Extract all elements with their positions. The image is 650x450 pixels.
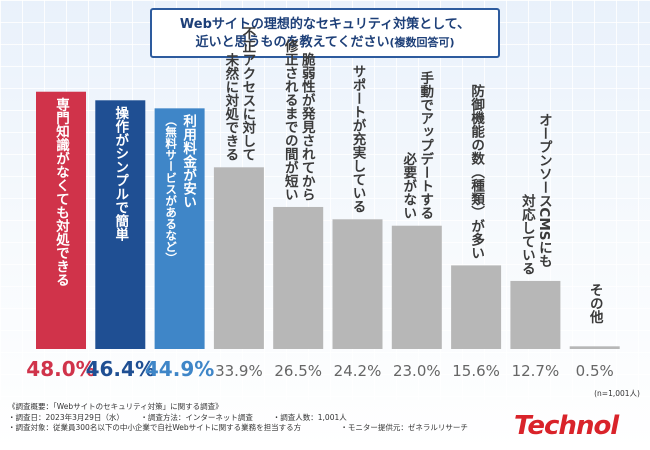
bar-7-value: 23.0% xyxy=(393,362,441,380)
chart-title-line1: Webサイトの理想的なセキュリティ対策として、 xyxy=(179,17,471,32)
bar-9 xyxy=(510,280,561,349)
bar-10-value: 0.5% xyxy=(576,362,614,380)
bar-1-label: 専門知識がなくても対処できる xyxy=(53,97,71,287)
bar-10-label: その他 xyxy=(587,283,605,325)
bar-1-value: 48.0% xyxy=(26,357,95,381)
sample-size-note: (n=1,001人) xyxy=(594,389,640,398)
footer-survey-date: ・調査日：2023年3月29日（水） xyxy=(8,412,124,422)
footer-survey-method: ・調査方法：インターネット調査 xyxy=(140,412,253,422)
chart-title-sub: (複数回答可) xyxy=(389,36,455,49)
bar-8-value: 15.6% xyxy=(452,362,500,380)
bar-5-label-line1: 脆弱性が発見されてから xyxy=(299,51,317,201)
bar-5 xyxy=(273,206,324,349)
bar-2-value: 46.4% xyxy=(86,357,155,381)
bar-9-value: 12.7% xyxy=(512,362,560,380)
bar-4-label-line1: 不正アクセスに対して xyxy=(239,26,257,162)
chart-title-main: 近いと思うものを教えてください xyxy=(195,35,390,50)
bar-3 xyxy=(154,108,205,349)
bar-4-value: 33.9% xyxy=(215,362,263,380)
footer-survey-count: ・調査人数：1,001人 xyxy=(272,412,347,422)
bar-2 xyxy=(95,100,146,350)
footer-heading: 《調査概要：「Webサイトのセキュリティ対策」に関する調査》 xyxy=(8,402,223,411)
bar-6-value: 24.2% xyxy=(334,362,382,380)
footer-survey-target: ・調査対象：従業員300名以下の中小企業で自社Webサイトに関する業務を担当する… xyxy=(8,423,302,432)
chart-title-line2: 近いと思うものを教えてください(複数回答可) xyxy=(152,34,498,52)
bar-5-value: 26.5% xyxy=(274,362,322,380)
bar-3-value: 44.9% xyxy=(145,357,214,381)
footer-row-2: ・調査日：2023年3月29日（水） ・調査方法：インターネット調査 ・調査人数… xyxy=(8,413,508,424)
bar-4-label-line2: 未然に対処できる xyxy=(222,52,240,162)
bar-4 xyxy=(213,167,264,349)
bar-8 xyxy=(451,265,502,349)
footer-row-3: ・調査対象：従業員300名以下の中小企業で自社Webサイトに関する業務を担当する… xyxy=(8,423,508,434)
bar-5-label-line2: 修正されるまでの間が短い xyxy=(282,38,300,201)
bar-10 xyxy=(569,346,620,349)
bar-1 xyxy=(36,91,86,349)
bar-chart: 専門知識がなくても対処できる 48.0% 操作がシンプルで簡単 46.4% 利用料金が安… xyxy=(26,26,620,381)
bar-6-label: サポートが充実している xyxy=(350,65,367,214)
survey-footer: 《調査概要：「Webサイトのセキュリティ対策」に関する調査》 ・調査日：2023… xyxy=(8,402,508,434)
bar-6 xyxy=(332,219,383,349)
bar-7-label-line2: 必要がない xyxy=(400,151,418,220)
bar-7-label-line1: 手動でアップデートする xyxy=(417,70,434,220)
technol-logo: Technol xyxy=(514,411,619,441)
bar-8-label: 防御機能の数（種類）が多い xyxy=(468,83,486,260)
bar-9-label-line1: オープンソースCMSにも xyxy=(536,113,553,268)
bar-3-label-line1: 利用料金が安い xyxy=(180,113,198,209)
footer-monitor-provider: ・モニター提供元：ゼネラルリサーチ xyxy=(340,423,468,432)
bar-3-label-line2: （無料サービスがあるなど） xyxy=(164,114,178,264)
chart-title-box: Webサイトの理想的なセキュリティ対策として、 近いと思うものを教えてください(… xyxy=(150,8,500,58)
bar-2-label: 操作がシンプルで簡単 xyxy=(112,105,129,243)
bar-9-label-line2: 対応している xyxy=(519,193,537,276)
bar-7 xyxy=(391,225,442,349)
